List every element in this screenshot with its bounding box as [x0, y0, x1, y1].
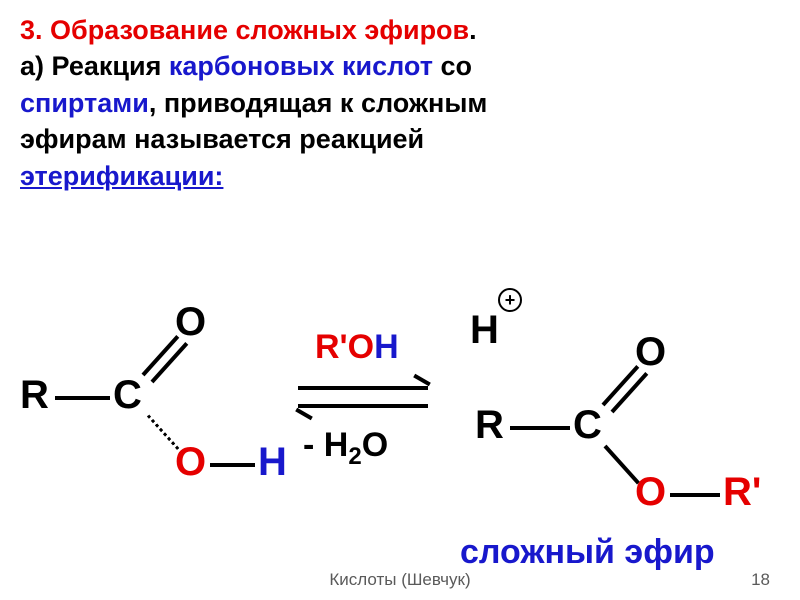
label-text: эфир [615, 533, 715, 571]
bond-line [210, 463, 255, 467]
heading-text: эфирам называется реакцией [20, 124, 424, 154]
heading-text: этерификации: [20, 161, 223, 191]
heading-line-4: эфирам называется реакцией [20, 121, 780, 157]
product-R: R [475, 403, 504, 448]
bond-line [55, 396, 110, 400]
heading-text: а) Реакция [20, 51, 169, 81]
reactant-O-bottom: O [175, 440, 206, 485]
plus-sign: + [505, 290, 516, 310]
reactant-O-top: O [175, 300, 206, 345]
condition-text: - [303, 426, 314, 464]
condition-ROH: R'OH [315, 328, 399, 367]
product-O-top: O [635, 330, 666, 375]
product-C: C [573, 403, 602, 448]
reaction-diagram: R C O O H R'OH - H2O H + R C O [0, 228, 800, 578]
product-label: сложный эфир [460, 533, 715, 572]
footer: Кислоты (Шевчук) 18 [0, 570, 800, 590]
heading-text: карбоновых кислот [169, 51, 433, 81]
heading-text: со [433, 51, 472, 81]
heading-line-3: спиртами, приводящая к сложным [20, 85, 780, 121]
reactant-C: C [113, 373, 142, 418]
condition-text: O [362, 426, 388, 464]
heading-line-1: 3. Образование сложных эфиров. [20, 12, 780, 48]
page-number: 18 [751, 570, 770, 590]
catalyst-H: H [470, 308, 499, 353]
condition-text: H [374, 328, 399, 366]
heading-line-5: этерификации: [20, 158, 780, 194]
bond-line [510, 426, 570, 430]
heading-text: 3. Образование сложных эфиров [20, 15, 469, 45]
label-text: сложный [460, 533, 615, 571]
product-O-mid: O [635, 470, 666, 515]
heading-block: 3. Образование сложных эфиров. а) Реакци… [0, 0, 800, 198]
condition-text: R'O [315, 328, 374, 366]
condition-text: H [314, 426, 348, 464]
heading-text: спиртами [20, 88, 149, 118]
heading-line-2: а) Реакция карбоновых кислот со [20, 48, 780, 84]
heading-text: , приводящая к сложным [149, 88, 488, 118]
footer-text: Кислоты (Шевчук) [329, 570, 470, 589]
condition-H2O: - H2O [303, 426, 388, 471]
reactant-H: H [258, 440, 287, 485]
product-R-prime: R' [723, 470, 761, 515]
catalyst-plus-circle: + [498, 288, 522, 312]
condition-text: 2 [348, 443, 361, 470]
reactant-R: R [20, 373, 49, 418]
heading-text: . [469, 15, 477, 45]
bond-line [670, 493, 720, 497]
